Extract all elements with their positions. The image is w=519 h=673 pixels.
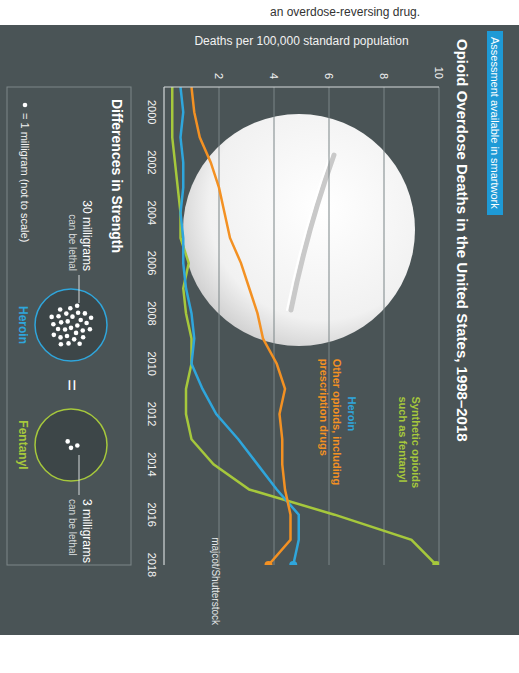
- svg-text:2014: 2014: [146, 452, 158, 476]
- svg-text:Deaths per 100,000 standard po: Deaths per 100,000 standard population: [194, 34, 408, 48]
- svg-text:Heroin: Heroin: [16, 306, 30, 344]
- svg-text:2016: 2016: [146, 502, 158, 526]
- svg-text:Heroin: Heroin: [346, 396, 358, 431]
- svg-text:2008: 2008: [146, 301, 158, 325]
- svg-text:30 milligrams: 30 milligrams: [80, 200, 94, 271]
- svg-text:2010: 2010: [146, 351, 158, 375]
- svg-text:10: 10: [433, 67, 445, 79]
- svg-text:Synthetic opioidssuch as fenta: Synthetic opioidssuch as fentanyl: [397, 396, 422, 488]
- svg-text:Fentanyl: Fentanyl: [16, 420, 30, 469]
- svg-text:2: 2: [213, 73, 225, 79]
- svg-text:6: 6: [323, 73, 335, 79]
- svg-text:2006: 2006: [146, 251, 158, 275]
- svg-text:can be lethal: can be lethal: [67, 499, 78, 556]
- svg-text:2002: 2002: [146, 150, 158, 174]
- svg-text:Other opioids, includingprescr: Other opioids, includingprescription dru…: [318, 359, 343, 486]
- html-text:Assessment available in smartw: Assessment available in smartwork: [489, 37, 501, 209]
- svg-text:=: =: [61, 379, 83, 391]
- html-text:an overdose-reversing drug.: an overdose-reversing drug.: [270, 5, 421, 19]
- html-text:Opioid Overdose Deaths in the: Opioid Overdose Deaths in the United Sta…: [454, 39, 471, 442]
- svg-text:4: 4: [268, 73, 280, 79]
- svg-text:2004: 2004: [146, 201, 158, 225]
- svg-text:2018: 2018: [146, 553, 158, 577]
- svg-text:Differences in Strength: Differences in Strength: [109, 99, 125, 253]
- svg-text:2012: 2012: [146, 402, 158, 426]
- svg-text:8: 8: [378, 73, 390, 79]
- svg-text:= 1 milligram (not to scale): = 1 milligram (not to scale): [19, 113, 31, 242]
- svg-text:can be lethal: can be lethal: [67, 214, 78, 271]
- svg-text:2000: 2000: [146, 100, 158, 124]
- html-text:majcot/Shutterstock: majcot/Shutterstock: [210, 537, 221, 625]
- svg-text:3 milligrams: 3 milligrams: [80, 499, 94, 563]
